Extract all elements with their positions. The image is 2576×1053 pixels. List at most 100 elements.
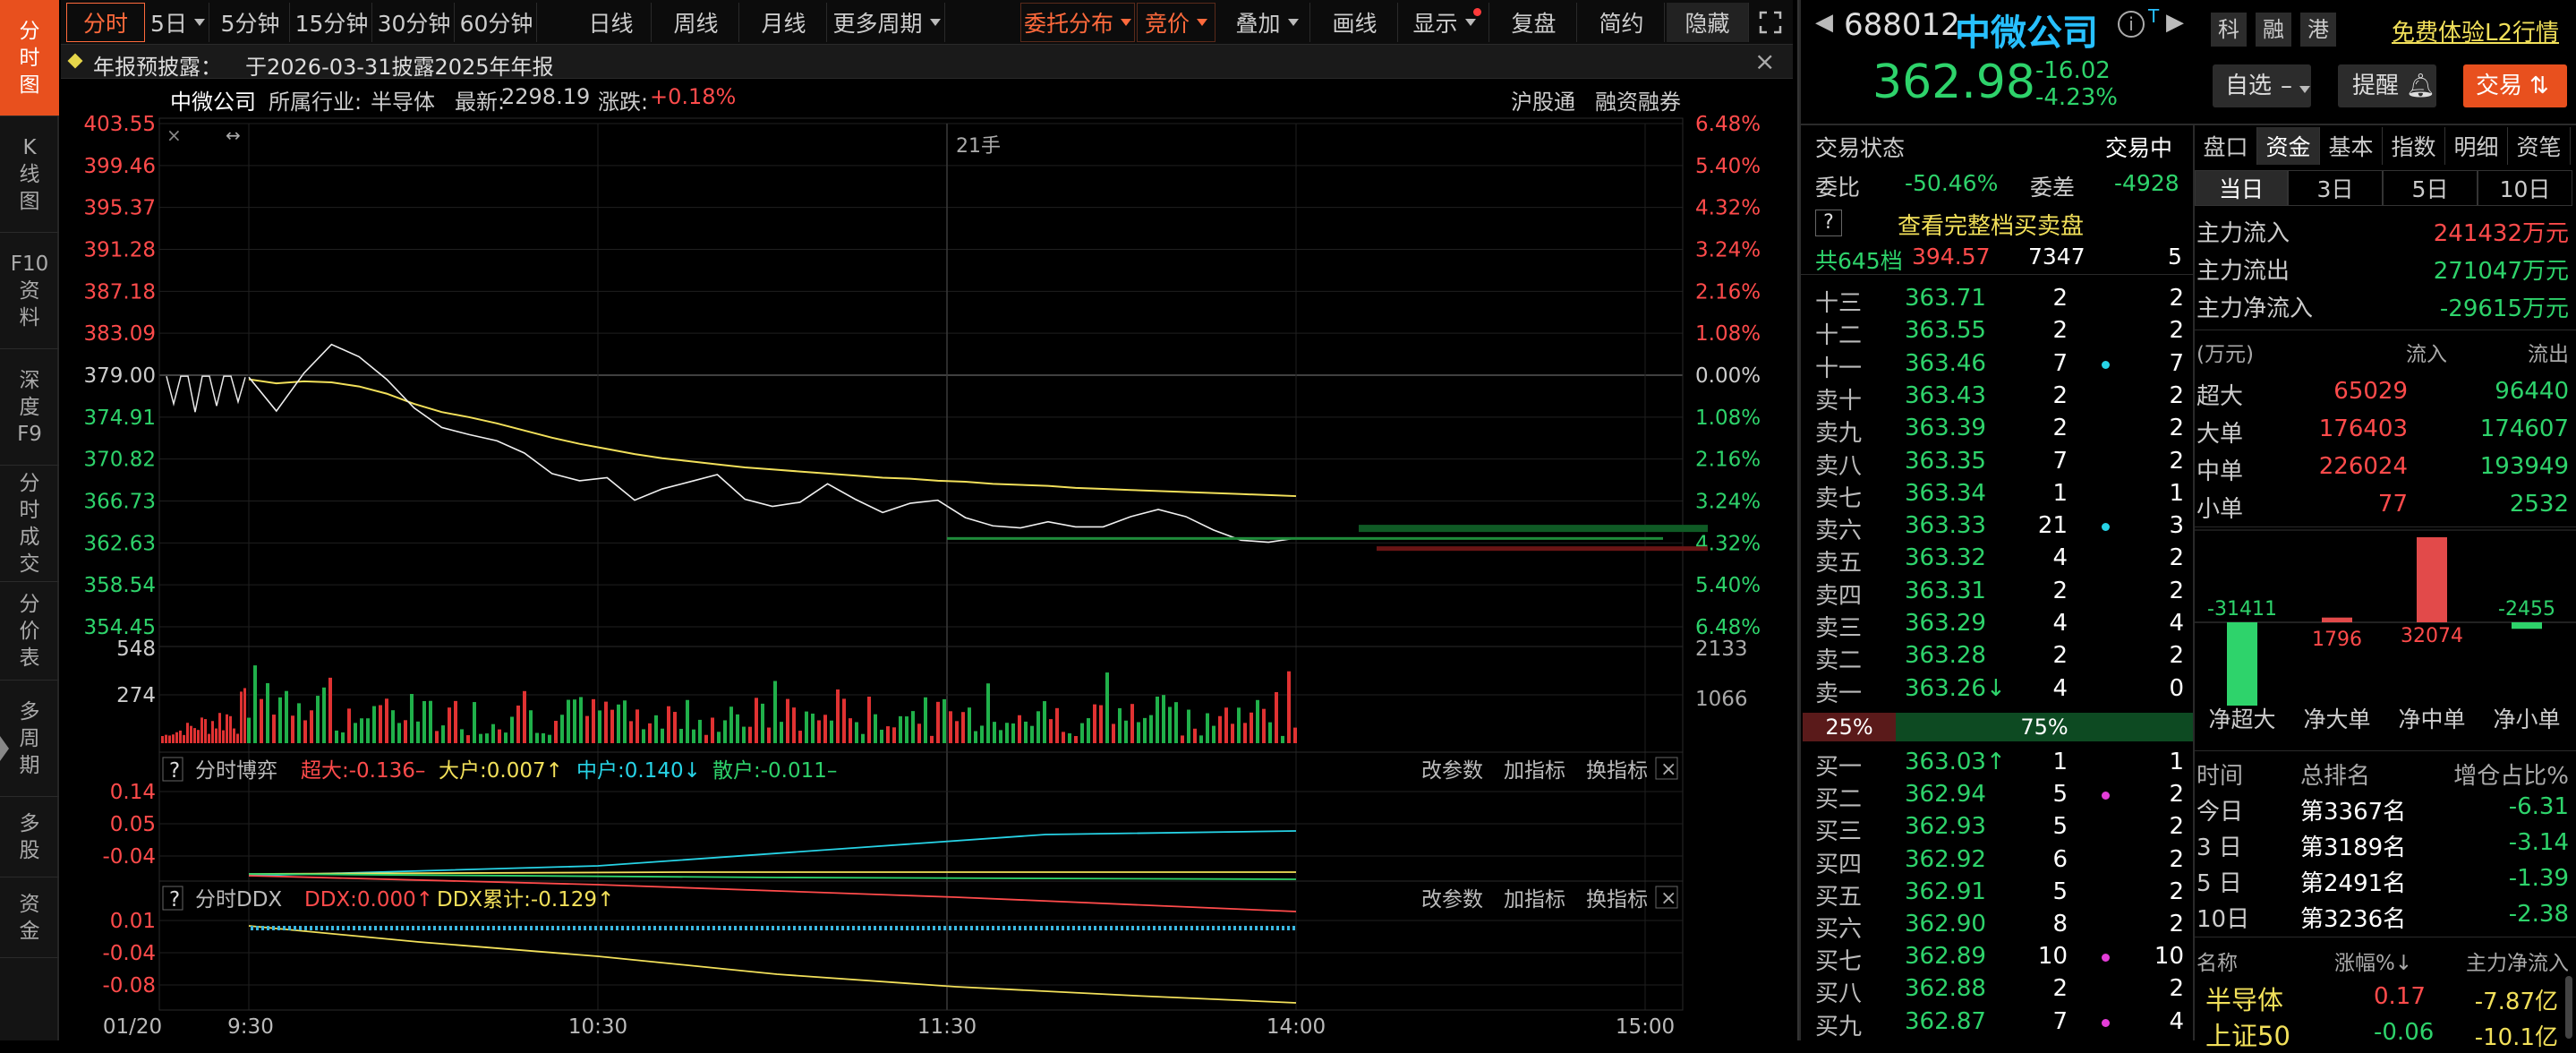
volume-bar [886, 726, 890, 743]
fund-period-tab-0[interactable]: 当日 [2195, 170, 2288, 206]
nav-item-7[interactable]: 多股 [0, 797, 59, 878]
info-tab-3[interactable]: 指数 [2383, 127, 2445, 165]
latest-index-label: 最新: [455, 90, 506, 115]
industry-value[interactable]: 半导体 [371, 90, 435, 115]
nav-item-5[interactable]: 分价表 [0, 582, 59, 681]
collapse-arrow-icon[interactable] [0, 736, 9, 761]
period-tab-15min[interactable]: 15分钟 [292, 3, 372, 42]
fund-period-tab-1[interactable]: 3日 [2288, 170, 2383, 206]
orderbook-row[interactable]: 卖九 363.39 2 2 [1801, 413, 2193, 447]
l2-trial-link[interactable]: 免费体验L2行情 [2392, 20, 2560, 47]
info-tab-2[interactable]: 基本 [2320, 127, 2383, 165]
orderbook-row[interactable]: 十二 363.55 2 2 [1801, 315, 2193, 349]
margin-link[interactable]: 融资融券 [1595, 90, 1681, 115]
period-tab-day[interactable]: 日线 [571, 3, 652, 42]
boyi-panel-button-0[interactable]: 改参数 [1421, 759, 1483, 783]
fund-period-tab-3[interactable]: 10日 [2478, 170, 2572, 206]
volume-bar [742, 726, 746, 743]
overlay-button[interactable]: 叠加 [1224, 3, 1310, 42]
period-tab-5day[interactable]: 5日 [147, 3, 209, 42]
x-tick-label: 10:30 [568, 1015, 627, 1039]
orderbook-row[interactable]: 买三 362.93 5 2 [1801, 811, 2193, 845]
volume-bar [1005, 723, 1009, 743]
info-icon[interactable]: i [2118, 11, 2145, 38]
period-tab-60min[interactable]: 60分钟 [456, 3, 537, 42]
intraday-chart[interactable]: 中微公司 所属行业: 半导体 最新: 2298.19 涨跌: +0.18% 沪股… [61, 79, 1793, 1040]
nav-item-3[interactable]: 深度 F9 [0, 349, 59, 466]
order-distribution-button[interactable]: 委托分布 [1020, 3, 1135, 42]
period-tab-week[interactable]: 周线 [653, 3, 739, 42]
alert-button[interactable]: 提醒 🔔︎ [2338, 64, 2436, 107]
orderbook-row[interactable]: 买八 362.88 2 2 [1801, 973, 2193, 1007]
boyi-panel-button-1[interactable]: 加指标 [1504, 759, 1565, 783]
orderbook-row[interactable]: 买二 362.94 5 2 [1801, 779, 2193, 813]
orderbook-row[interactable]: 买一 363.03↑ 1 1 [1801, 747, 2193, 781]
orderbook-row[interactable]: 卖一 363.26↓ 4 0 [1801, 673, 2193, 707]
orderbook-row[interactable]: 买六 362.90 8 2 [1801, 909, 2193, 943]
auction-button[interactable]: 竞价 [1137, 3, 1215, 42]
simple-mode-button[interactable]: 简约 [1579, 3, 1665, 42]
ddx-bar [557, 926, 559, 930]
orderbook-row[interactable]: 卖十 363.43 2 2 [1801, 381, 2193, 415]
boyi-panel-button-2[interactable]: 换指标 [1586, 759, 1648, 783]
orderbook-row[interactable]: 卖四 363.31 2 2 [1801, 576, 2193, 610]
info-tab-1[interactable]: 资金 [2257, 127, 2320, 165]
scrollbar[interactable] [2565, 976, 2572, 1039]
draw-line-button[interactable]: 画线 [1312, 3, 1398, 42]
orderbook-row[interactable]: 卖三 363.29 4 4 [1801, 608, 2193, 642]
replay-button[interactable]: 复盘 [1491, 3, 1577, 42]
hide-button[interactable]: 隐藏 [1667, 3, 1749, 42]
orderbook-row[interactable]: 十一 363.46 7 7 [1801, 348, 2193, 382]
ddx-close-icon[interactable]: × [1660, 887, 1676, 910]
orderbook-row[interactable]: 卖八 363.35 7 2 [1801, 446, 2193, 480]
nav-item-0[interactable]: 分时图 [0, 0, 59, 116]
resize-arrows-icon[interactable]: ↔ [226, 124, 241, 146]
hk-connect-link[interactable]: 沪股通 [1511, 90, 1575, 115]
trade-button[interactable]: 交易 ⇅ [2463, 64, 2567, 107]
ddx-panel-button-0[interactable]: 改参数 [1421, 888, 1483, 912]
orderbook-row[interactable]: 买五 362.91 5 2 [1801, 877, 2193, 911]
volume-bar [1268, 722, 1272, 743]
watchlist-button[interactable]: 自选 – [2213, 64, 2311, 107]
full-orderbook-link[interactable]: 查看完整档买卖盘 [1898, 213, 2085, 240]
ddx-panel-button-1[interactable]: 加指标 [1504, 888, 1565, 912]
help-icon[interactable]: ? [1815, 210, 1842, 236]
info-tab-4[interactable]: 明细 [2445, 127, 2508, 165]
orderbook-row[interactable]: 卖二 363.28 2 2 [1801, 640, 2193, 674]
boyi-close-icon[interactable]: × [1660, 758, 1676, 781]
orderbook-row[interactable]: 买四 362.92 6 2 [1801, 844, 2193, 878]
nav-item-4[interactable]: 分时成交 [0, 466, 59, 582]
prev-stock-arrow-icon[interactable]: ◀ [1815, 9, 1833, 36]
nav-item-8[interactable]: 资金 [0, 878, 59, 958]
chart-close-icon[interactable]: × [166, 124, 182, 146]
volume-bar [748, 726, 752, 743]
orderbook-row[interactable]: 买九 362.87 7 4 [1801, 1006, 2193, 1040]
nav-item-6[interactable]: 多周期 [0, 681, 59, 797]
volume-bar [1287, 671, 1291, 743]
info-tab-0[interactable]: 盘口 [2195, 127, 2257, 165]
next-stock-arrow-icon[interactable]: ▶ [2166, 9, 2184, 36]
period-tab-5min[interactable]: 5分钟 [211, 3, 290, 42]
ddx-panel-button-2[interactable]: 换指标 [1586, 888, 1648, 912]
nav-item-2[interactable]: F10 资料 [0, 233, 59, 349]
period-tab-30min[interactable]: 30分钟 [374, 3, 455, 42]
y-tick-label: 366.73 [84, 491, 156, 514]
orderbook-row[interactable]: 卖五 363.32 4 2 [1801, 543, 2193, 577]
display-button[interactable]: 显示 [1400, 3, 1489, 42]
orderbook-row[interactable]: 买七 362.89 10 10 [1801, 941, 2193, 975]
sector-row[interactable]: 半导体 0.17 -7.87亿 [2195, 978, 2576, 1015]
period-tab-month[interactable]: 月线 [741, 3, 827, 42]
more-periods-dropdown[interactable]: 更多周期 [829, 3, 945, 42]
info-tab-5[interactable]: 资笔 [2508, 127, 2571, 165]
fullscreen-icon[interactable] [1751, 3, 1790, 42]
orderbook-row[interactable]: 卖七 363.34 1 1 [1801, 478, 2193, 512]
sector-header-pct[interactable]: 涨幅%↓ [2334, 952, 2413, 975]
orderbook-row[interactable]: 十三 363.71 2 2 [1801, 283, 2193, 317]
orderbook-row[interactable]: 卖六 363.33 21 3 [1801, 510, 2193, 544]
period-tab-intraday[interactable]: 分时 [66, 3, 145, 42]
sector-row[interactable]: 上证50 -0.06 -10.1亿 [2195, 1014, 2576, 1051]
ddx-bar [1185, 926, 1188, 930]
close-icon[interactable]: × [1754, 47, 1776, 76]
fund-period-tab-2[interactable]: 5日 [2383, 170, 2478, 206]
